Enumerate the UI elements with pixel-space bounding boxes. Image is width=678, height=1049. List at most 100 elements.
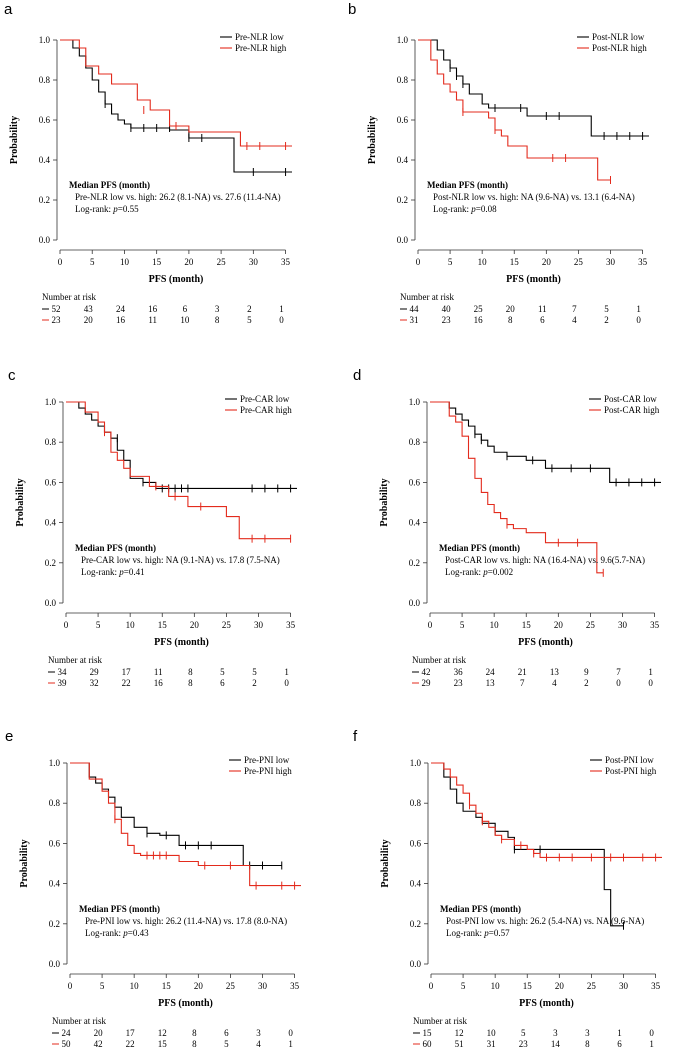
median-title: Median PFS (month) bbox=[69, 180, 150, 190]
x-tick-label: 35 bbox=[290, 981, 300, 991]
km-curve-high bbox=[418, 39, 611, 181]
risk-count: 9 bbox=[584, 667, 589, 677]
x-tick-label: 25 bbox=[226, 981, 236, 991]
x-tick-label: 25 bbox=[587, 981, 597, 991]
axes bbox=[426, 402, 655, 614]
panel-letter: b bbox=[348, 1, 356, 18]
risk-count: 8 bbox=[508, 315, 513, 325]
y-tick-label: 0.8 bbox=[410, 798, 422, 808]
x-tick-label: 20 bbox=[555, 981, 565, 991]
risk-count: 1 bbox=[288, 1039, 293, 1049]
x-tick-label: 15 bbox=[152, 257, 162, 267]
x-tick-label: 10 bbox=[478, 257, 488, 267]
risk-count: 3 bbox=[256, 1028, 261, 1038]
y-tick-label: 0.4 bbox=[39, 155, 51, 165]
y-tick-label: 0.0 bbox=[410, 959, 422, 969]
risk-count: 0 bbox=[616, 678, 621, 688]
risk-title: Number at risk bbox=[52, 1016, 106, 1026]
km-curve-low bbox=[430, 401, 661, 483]
risk-count: 16 bbox=[474, 315, 484, 325]
median-text: Pre-NLR low vs. high: 26.2 (8.1-NA) vs. … bbox=[75, 192, 281, 202]
risk-count: 40 bbox=[442, 304, 452, 314]
x-tick-label: 30 bbox=[618, 620, 628, 630]
risk-count: 25 bbox=[474, 304, 484, 314]
axes bbox=[66, 763, 295, 975]
legend-label: Post-NLR low bbox=[592, 32, 645, 42]
axes bbox=[414, 40, 643, 251]
risk-count: 3 bbox=[215, 304, 220, 314]
risk-count: 15 bbox=[423, 1028, 433, 1038]
risk-count: 31 bbox=[410, 315, 419, 325]
logrank-text: Log-rank: p=0.55 bbox=[75, 204, 139, 214]
risk-count: 51 bbox=[455, 1039, 464, 1049]
legend-label: Post-PNI low bbox=[605, 755, 654, 765]
risk-count: 0 bbox=[649, 1028, 654, 1038]
x-tick-label: 30 bbox=[606, 257, 616, 267]
legend-label: Pre-CAR low bbox=[240, 394, 290, 404]
median-title: Median PFS (month) bbox=[79, 904, 160, 914]
y-axis-label: Probability bbox=[367, 116, 378, 164]
x-tick-label: 0 bbox=[58, 257, 63, 267]
risk-count: 32 bbox=[90, 678, 99, 688]
risk-count: 50 bbox=[62, 1039, 72, 1049]
median-title: Median PFS (month) bbox=[440, 904, 521, 914]
risk-count: 8 bbox=[188, 678, 193, 688]
x-axis-label: PFS (month) bbox=[158, 998, 213, 1009]
risk-count: 31 bbox=[487, 1039, 496, 1049]
risk-count: 22 bbox=[126, 1039, 135, 1049]
risk-count: 5 bbox=[252, 667, 257, 677]
median-text: Post-NLR low vs. high: NA (9.6-NA) vs. 1… bbox=[433, 192, 635, 202]
x-tick-label: 10 bbox=[120, 257, 130, 267]
median-text: Post-PNI low vs. high: 26.2 (5.4-NA) vs.… bbox=[446, 916, 644, 926]
y-tick-label: 0.6 bbox=[39, 115, 51, 125]
median-title: Median PFS (month) bbox=[427, 180, 508, 190]
y-axis-label: Probability bbox=[380, 839, 391, 887]
risk-count: 11 bbox=[538, 304, 547, 314]
km-curve-low bbox=[70, 762, 282, 867]
risk-count: 6 bbox=[220, 678, 225, 688]
risk-count: 7 bbox=[520, 678, 525, 688]
risk-count: 43 bbox=[84, 304, 94, 314]
risk-count: 29 bbox=[422, 678, 432, 688]
km-curve-high bbox=[431, 762, 662, 859]
x-tick-label: 15 bbox=[162, 981, 172, 991]
x-tick-label: 20 bbox=[190, 620, 200, 630]
risk-count: 3 bbox=[585, 1028, 590, 1038]
risk-count: 42 bbox=[94, 1039, 103, 1049]
risk-count: 8 bbox=[585, 1039, 590, 1049]
y-tick-label: 0.8 bbox=[45, 437, 57, 447]
risk-count: 24 bbox=[116, 304, 126, 314]
risk-count: 2 bbox=[252, 678, 257, 688]
risk-count: 4 bbox=[572, 315, 577, 325]
risk-count: 4 bbox=[552, 678, 557, 688]
panel-letter: e bbox=[5, 728, 13, 745]
x-tick-label: 20 bbox=[194, 981, 204, 991]
risk-count: 16 bbox=[154, 678, 164, 688]
legend-label: Post-CAR low bbox=[604, 394, 657, 404]
x-axis-label: PFS (month) bbox=[149, 274, 204, 285]
panel-letter: f bbox=[353, 728, 358, 745]
x-tick-label: 20 bbox=[554, 620, 564, 630]
risk-title: Number at risk bbox=[413, 1016, 467, 1026]
risk-count: 8 bbox=[215, 315, 220, 325]
axes bbox=[56, 40, 286, 251]
legend-label: Pre-PNI low bbox=[244, 755, 290, 765]
risk-count: 10 bbox=[487, 1028, 497, 1038]
x-tick-label: 25 bbox=[222, 620, 232, 630]
y-tick-label: 0.8 bbox=[39, 75, 51, 85]
median-text: Pre-PNI low vs. high: 26.2 (11.4-NA) vs.… bbox=[85, 916, 287, 926]
risk-count: 16 bbox=[116, 315, 126, 325]
y-tick-label: 0.0 bbox=[409, 598, 421, 608]
y-tick-label: 1.0 bbox=[397, 35, 409, 45]
x-tick-label: 5 bbox=[461, 981, 466, 991]
km-curve-high bbox=[430, 401, 604, 574]
risk-count: 3 bbox=[553, 1028, 558, 1038]
y-tick-label: 0.0 bbox=[45, 598, 57, 608]
risk-count: 5 bbox=[521, 1028, 526, 1038]
km-curve-low bbox=[431, 762, 624, 927]
